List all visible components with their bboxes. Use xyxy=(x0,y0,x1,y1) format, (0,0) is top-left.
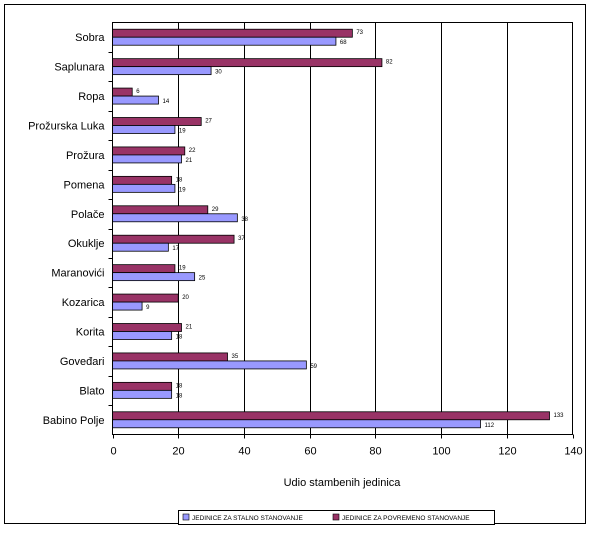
category-label: Prožurska Luka xyxy=(28,121,105,133)
bar-permanent xyxy=(112,331,173,340)
bar-occasional xyxy=(112,146,186,156)
data-labels: 7368823061427192221181929383717192520921… xyxy=(136,30,564,429)
data-label-permanent: 9 xyxy=(146,305,150,311)
category-label: Kozarica xyxy=(62,297,106,309)
bar-permanent xyxy=(112,95,159,105)
bar-occasional xyxy=(112,293,179,303)
data-label-occasional: 18 xyxy=(176,383,183,389)
bar-occasional xyxy=(112,381,173,391)
bar-permanent xyxy=(112,66,212,76)
data-label-permanent: 59 xyxy=(310,364,317,370)
data-label-occasional: 22 xyxy=(189,148,196,154)
data-label-occasional: 21 xyxy=(186,325,193,331)
bar-occasional xyxy=(112,352,228,362)
category-label: Blato xyxy=(79,385,104,397)
data-label-occasional: 27 xyxy=(205,119,212,125)
category-label: Saplunara xyxy=(54,62,105,74)
x-axis-label: Udio stambenih jedinica xyxy=(284,477,402,489)
legend: JEDINICE ZA STALNO STANOVANJE JEDINICE Z… xyxy=(178,510,495,525)
data-label-occasional: 73 xyxy=(356,30,363,36)
category-label: Sobra xyxy=(75,32,105,44)
bar-permanent xyxy=(112,301,143,311)
x-tick-label: 100 xyxy=(432,446,450,458)
bar-occasional xyxy=(112,205,209,215)
x-tick-label: 120 xyxy=(498,446,516,458)
bar-permanent xyxy=(112,242,169,252)
data-label-occasional: 29 xyxy=(212,207,219,213)
data-label-permanent: 14 xyxy=(163,99,170,105)
data-label-permanent: 30 xyxy=(215,70,222,76)
data-label-permanent: 18 xyxy=(176,335,183,341)
category-label: Goveđari xyxy=(60,356,105,368)
data-label-permanent: 68 xyxy=(340,40,347,46)
bar-permanent xyxy=(112,272,196,282)
x-tick-label: 0 xyxy=(110,446,116,458)
data-label-permanent: 19 xyxy=(179,187,186,193)
legend-label-permanent: JEDINICE ZA STALNO STANOVANJE xyxy=(192,515,304,522)
bar-permanent xyxy=(112,360,307,370)
bar-occasional xyxy=(112,58,383,68)
legend-label-occasional: JEDINICE ZA POVREMENO STANOVANJE xyxy=(342,515,470,522)
data-label-occasional: 6 xyxy=(136,89,140,95)
category-labels: Sobra Saplunara Ropa Prožurska Luka Prožura P… xyxy=(28,32,113,427)
bar-occasional xyxy=(112,117,202,126)
x-tick-label: 20 xyxy=(172,446,184,458)
bar-permanent xyxy=(112,183,176,193)
data-label-permanent: 18 xyxy=(176,393,183,399)
bar-permanent xyxy=(112,389,173,399)
x-tick-label: 140 xyxy=(564,446,582,458)
data-label-occasional: 37 xyxy=(238,236,245,242)
bar-permanent xyxy=(112,36,337,46)
data-label-permanent: 19 xyxy=(179,129,186,135)
data-label-permanent: 21 xyxy=(186,158,193,164)
data-label-occasional: 133 xyxy=(554,413,565,419)
bar-occasional xyxy=(112,87,133,97)
x-tick-label: 60 xyxy=(304,446,316,458)
x-tick-label: 40 xyxy=(238,446,250,458)
bar-occasional xyxy=(112,175,173,185)
category-label: Korita xyxy=(76,327,106,339)
bar-permanent xyxy=(112,125,176,134)
category-label: Pomena xyxy=(64,179,106,191)
legend-swatch-occasional xyxy=(332,513,340,521)
category-label: Okuklje xyxy=(68,238,105,250)
data-label-occasional: 20 xyxy=(182,295,189,301)
bar-occasional xyxy=(112,28,353,38)
category-label: Ropa xyxy=(78,91,105,103)
chart-border xyxy=(4,4,586,524)
category-label: Maranovići xyxy=(51,268,104,280)
data-label-occasional: 18 xyxy=(176,177,183,183)
data-label-occasional: 82 xyxy=(386,60,393,66)
bar-permanent xyxy=(112,154,182,164)
bar-permanent xyxy=(112,213,238,223)
data-label-permanent: 25 xyxy=(199,276,206,282)
data-label-permanent: 17 xyxy=(172,246,179,252)
bar-permanent xyxy=(112,419,481,429)
data-label-permanent: 38 xyxy=(241,217,248,223)
plot-area-border xyxy=(112,22,573,435)
data-label-occasional: 35 xyxy=(232,354,239,360)
category-label: Prožura xyxy=(66,150,105,162)
legend-swatch-permanent xyxy=(182,513,190,521)
bar-occasional xyxy=(112,264,176,274)
x-tick-label: 80 xyxy=(369,446,381,458)
category-label: Babino Polje xyxy=(43,415,105,427)
x-axis-ticks: 0 20 40 60 80 100 120 140 xyxy=(110,434,583,458)
bar-occasional xyxy=(112,234,235,244)
data-label-occasional: 19 xyxy=(179,266,186,272)
bar-occasional xyxy=(112,323,182,332)
bar-occasional xyxy=(112,411,550,421)
data-label-permanent: 112 xyxy=(485,423,495,429)
category-label: Polače xyxy=(71,209,105,221)
